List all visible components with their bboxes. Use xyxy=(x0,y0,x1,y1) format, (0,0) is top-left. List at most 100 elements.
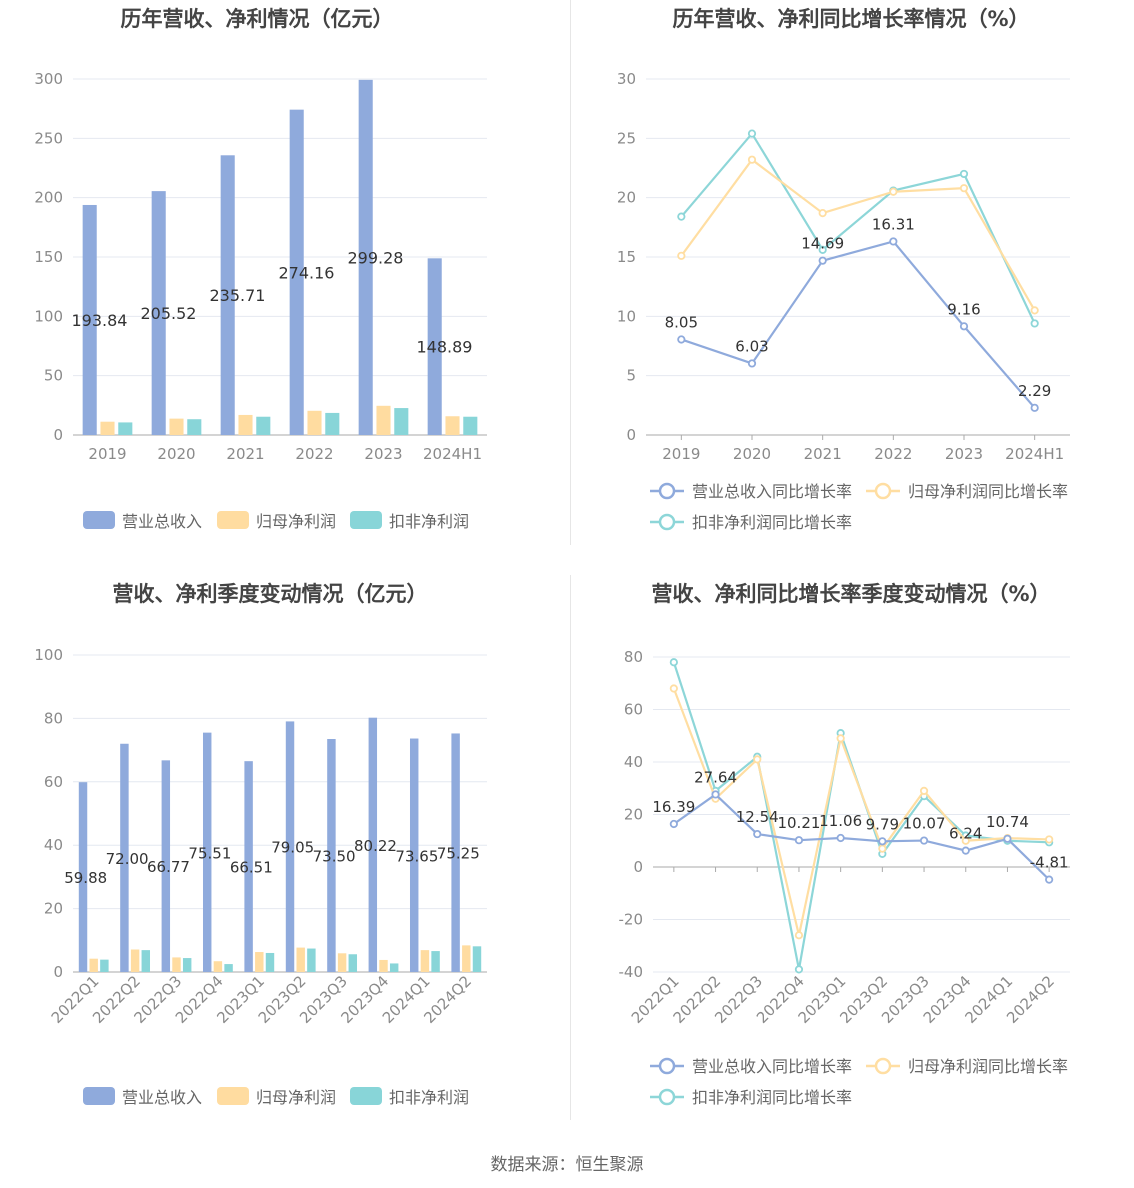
legend-swatch xyxy=(217,1087,249,1105)
annual-values-panel: 历年营收、净利情况（亿元） 0 50 100 150 200 250 300 2019 2020 2… xyxy=(0,0,570,560)
bar-rev-2023Q1 xyxy=(244,761,253,972)
bar-np-2022Q2 xyxy=(130,949,140,972)
bar-rev-2021 xyxy=(220,155,235,435)
bar-rev-2023 xyxy=(358,79,373,435)
quarterly-values-chart: 营收、净利季度变动情况（亿元）0204060801002022Q12022Q22… xyxy=(34,582,487,1107)
legend-label: 归母净利润 xyxy=(256,1088,336,1107)
y-tick-label: 0 xyxy=(633,858,643,876)
legend-item[interactable]: 扣非净利润同比增长率 xyxy=(650,513,852,532)
legend-item[interactable]: 归母净利润同比增长率 xyxy=(866,482,1068,501)
point-revenue-2022Q3 xyxy=(753,829,762,839)
x-tick-label: 2022 xyxy=(295,445,333,463)
legend-label: 归母净利润同比增长率 xyxy=(908,1057,1068,1076)
y-tick-label: 20 xyxy=(624,806,643,824)
data-label-revenue: 73.65 xyxy=(395,847,438,865)
bar-rev-2023Q3 xyxy=(327,739,336,972)
legend-swatch-marker xyxy=(874,482,892,500)
data-label-revenue-growth: 9.16 xyxy=(947,300,980,318)
x-tick-label: 2021 xyxy=(226,445,264,463)
point-revenue-2020 xyxy=(747,359,757,368)
data-label-revenue: 59.88 xyxy=(64,869,107,887)
bar-np-2020 xyxy=(169,418,184,435)
point-revenue-2022 xyxy=(889,237,898,246)
x-tick-label: 2021 xyxy=(804,445,842,463)
bar-rev-2023Q2 xyxy=(285,721,295,972)
y-tick-label: 60 xyxy=(44,773,63,791)
bar-rev-2022 xyxy=(289,109,304,436)
data-label-revenue-growth: 27.64 xyxy=(694,768,737,786)
legend-item[interactable]: 营业总收入 xyxy=(83,511,202,531)
y-tick-label: 30 xyxy=(617,70,636,88)
point-revenue-2023Q2 xyxy=(878,837,887,846)
bar-np-2023Q2 xyxy=(296,947,305,972)
legend-item[interactable]: 归母净利润 xyxy=(217,1087,336,1107)
data-label-revenue-growth: 16.31 xyxy=(872,215,915,233)
chart-title: 营收、净利同比增长率季度变动情况（%） xyxy=(651,582,1050,606)
annual-growth-chart: 历年营收、净利同比增长率情况（%） 0 5 10 15 20 25 30 2019 2020 202… xyxy=(617,7,1070,532)
x-tick-label: 2019 xyxy=(88,445,126,463)
point-revenue-2023Q3 xyxy=(919,836,929,845)
bar-np-2019 xyxy=(100,421,115,435)
bar-dp-2023Q1 xyxy=(265,952,275,972)
data-label-revenue: 193.84 xyxy=(72,311,128,330)
legend-label: 扣非净利润同比增长率 xyxy=(692,1088,852,1107)
y-tick-label: 0 xyxy=(626,426,636,444)
point-revenue-2024Q2 xyxy=(1045,875,1054,884)
legend-swatch xyxy=(83,511,115,529)
point-deducted_profit-2024H1 xyxy=(1030,319,1039,328)
legend-label: 营业总收入同比增长率 xyxy=(692,1057,852,1076)
legend-swatch-marker xyxy=(658,513,676,531)
series-line-revenue xyxy=(673,793,1050,881)
legend-item[interactable]: 归母净利润 xyxy=(217,511,336,531)
legend-swatch-marker xyxy=(658,1057,676,1075)
bar-dp-2024Q2 xyxy=(472,946,482,972)
y-tick-label: 20 xyxy=(44,900,63,918)
series-line-deducted_profit xyxy=(680,131,1036,324)
legend-item[interactable]: 营业总收入同比增长率 xyxy=(650,1057,852,1076)
data-source-label: 数据来源：恒生聚源 xyxy=(490,1155,644,1175)
bar-dp-2023Q2 xyxy=(307,948,316,972)
bar-rev-2020 xyxy=(151,191,166,435)
data-label-revenue-growth: 12.54 xyxy=(736,808,779,826)
data-label-revenue: 75.25 xyxy=(437,845,480,863)
bar-rev-2024Q1 xyxy=(409,738,419,972)
bar-dp-2023Q3 xyxy=(348,954,358,972)
point-revenue-2022Q1 xyxy=(669,819,678,829)
data-label-revenue-growth: 2.29 xyxy=(1018,382,1051,400)
y-tick-label: 0 xyxy=(53,426,63,444)
legend-item[interactable]: 营业总收入同比增长率 xyxy=(650,482,852,501)
bar-np-2021 xyxy=(238,414,253,435)
bar-dp-2021 xyxy=(256,416,271,435)
legend-item[interactable]: 归母净利润同比增长率 xyxy=(866,1057,1068,1076)
point-revenue-2023Q4 xyxy=(961,846,970,855)
point-net_profit-2023Q4 xyxy=(961,836,970,845)
bar-dp-2022 xyxy=(325,412,340,435)
point-revenue-2023Q1 xyxy=(836,833,845,843)
legend-item[interactable]: 扣非净利润 xyxy=(350,1087,469,1107)
data-label-revenue-growth: 6.03 xyxy=(735,337,768,355)
legend-item[interactable]: 营业总收入 xyxy=(83,1087,202,1107)
point-revenue-2023 xyxy=(959,322,969,331)
legend-swatch xyxy=(350,1087,382,1105)
data-label-revenue: 148.89 xyxy=(417,338,473,357)
y-tick-label: 40 xyxy=(624,753,643,771)
legend-item[interactable]: 扣非净利润 xyxy=(350,511,469,531)
point-net_profit-2024Q2 xyxy=(1045,835,1054,844)
legend-label: 归母净利润 xyxy=(256,512,336,531)
x-tick-label: 2023 xyxy=(364,445,402,463)
series-line-net_profit xyxy=(672,688,1050,936)
bar-np-2023Q3 xyxy=(337,953,347,972)
y-tick-label: -40 xyxy=(619,963,644,981)
bar-rev-2022Q4 xyxy=(202,732,212,972)
bar-rev-2022Q2 xyxy=(120,743,129,972)
legend-item[interactable]: 扣非净利润同比增长率 xyxy=(650,1088,852,1107)
data-label-revenue-growth: 14.69 xyxy=(801,235,844,253)
bar-rev-2024Q2 xyxy=(451,733,460,972)
point-net_profit-2022Q4 xyxy=(794,931,804,940)
x-tick-label: 2024H1 xyxy=(423,445,482,463)
legend-swatch xyxy=(83,1087,115,1105)
legend-label: 营业总收入同比增长率 xyxy=(692,482,852,501)
data-label-revenue-growth: 10.21 xyxy=(777,814,820,832)
bar-np-2022Q3 xyxy=(172,957,181,972)
bar-dp-2024H1 xyxy=(463,416,478,435)
